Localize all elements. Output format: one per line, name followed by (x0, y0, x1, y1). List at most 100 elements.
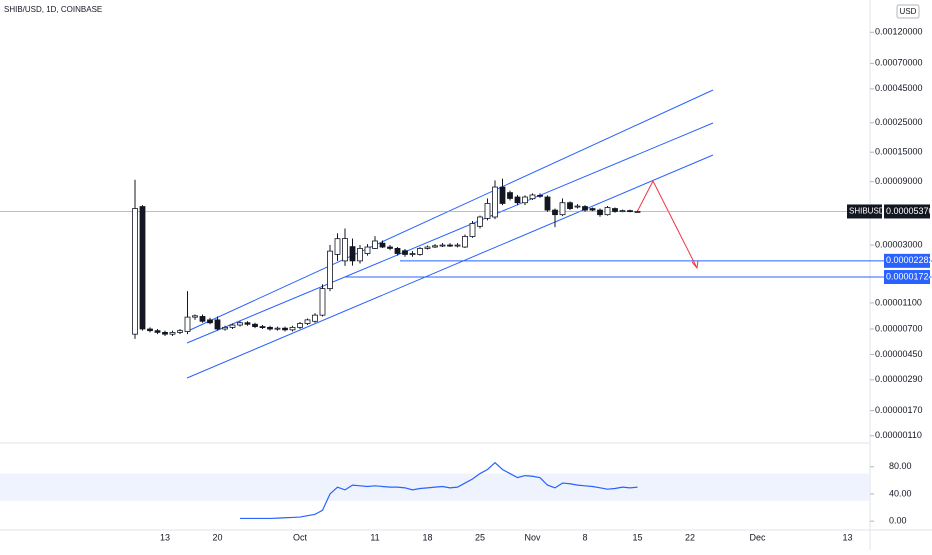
x-tick-label: 13 (842, 532, 852, 542)
x-tick-label: 22 (685, 532, 695, 542)
candle-body (334, 238, 341, 255)
candle-body (147, 328, 153, 332)
y-tick-label: 0.00045000 (875, 83, 923, 93)
candle-body (634, 211, 641, 213)
candle-body (582, 206, 588, 211)
candle-body (432, 245, 438, 248)
candle-body (342, 238, 348, 262)
candle-body (154, 330, 161, 333)
candle-body (462, 236, 468, 248)
level-box (884, 253, 930, 268)
y-tick-label: 0.00003000 (875, 239, 923, 249)
candle-body (222, 326, 228, 330)
candle-body (327, 250, 333, 290)
candle-body (454, 244, 461, 247)
candle-body (312, 314, 318, 322)
candle-body (567, 202, 573, 209)
candle-body (364, 246, 371, 254)
candle-body (522, 196, 528, 204)
candle-body (184, 316, 191, 332)
arrow-head (691, 260, 699, 270)
candle-body (424, 246, 431, 249)
candle-body (274, 327, 281, 330)
indicator-tick-label: 0.00 (889, 516, 907, 526)
x-tick-label: 8 (582, 532, 587, 542)
candle-body (387, 246, 393, 249)
candle-body (319, 288, 326, 316)
candle-body (589, 208, 596, 211)
candle-body (237, 322, 243, 326)
candle-body (492, 186, 498, 218)
candle-body (409, 253, 416, 255)
candle-body (349, 246, 356, 262)
y-tick-label: 0.00009000 (875, 176, 923, 186)
candle-body (252, 323, 258, 327)
y-tick-label: 0.00000700 (875, 323, 923, 333)
x-tick-label: Oct (293, 532, 308, 542)
y-tick-label: 0.00000170 (875, 405, 923, 415)
channel-upper (189, 89, 714, 331)
candle-body (529, 194, 536, 200)
candle-body (229, 324, 236, 328)
x-tick-label: 11 (370, 532, 379, 542)
y-tick-label: 0.00070000 (875, 58, 923, 68)
candle-body (192, 315, 198, 318)
candle-body (597, 209, 603, 216)
candle-body (417, 248, 423, 255)
channel-lower (186, 154, 714, 379)
candle-body (552, 209, 558, 216)
y-tick-label: 0.00015000 (875, 147, 923, 157)
indicator-line (240, 461, 638, 520)
channel-middle (186, 122, 714, 344)
x-tick-label: 15 (632, 532, 642, 542)
candle-body (282, 327, 288, 331)
candle-body (537, 194, 543, 197)
symbol-box (847, 204, 882, 219)
candle-body (177, 330, 183, 333)
candle-body (484, 203, 491, 219)
candle-body (289, 326, 296, 331)
candle-body (499, 186, 506, 204)
y-tick-label: 0.00025000 (875, 117, 923, 127)
symbol-label: SHIBUSD (849, 207, 885, 216)
candle-body (477, 216, 483, 227)
candle-body (132, 208, 138, 335)
candle-body (199, 316, 206, 322)
candle-body (574, 205, 581, 208)
last-price-box (884, 204, 930, 219)
x-tick-label: 20 (212, 532, 222, 542)
x-tick-label: Dec (749, 532, 766, 542)
x-tick-label: Nov (524, 532, 541, 542)
candle-body (402, 250, 408, 255)
candle-body (612, 208, 618, 212)
projection-arrow (636, 179, 698, 269)
candle-body (379, 242, 386, 248)
candle-body (259, 326, 266, 328)
x-tick-label: 25 (475, 532, 485, 542)
chart-title: SHIB/USD, 1D, COINBASE (4, 5, 102, 14)
candle-body (559, 202, 566, 216)
level-label: 0.00001724 (886, 271, 932, 281)
last-price-label: 0.00005370 (886, 206, 932, 216)
level-box (884, 270, 930, 285)
candle-body (394, 248, 401, 254)
y-tick-label: 0.00000450 (875, 349, 923, 359)
candle-body (544, 196, 551, 211)
x-tick-label: 18 (422, 532, 432, 542)
candle-body (244, 322, 251, 325)
candle-body (139, 206, 146, 330)
level-label: 0.00002282 (886, 255, 932, 265)
candle-body (267, 326, 273, 330)
candle-body (169, 331, 176, 335)
indicator-tick-label: 80.00 (889, 461, 912, 471)
channel (186, 89, 714, 379)
candle-body (439, 244, 446, 247)
candle-body (207, 319, 213, 324)
candle-body (604, 207, 611, 216)
candle-body (162, 331, 168, 335)
candle-body (304, 319, 311, 324)
y-tick-label: 0.00000110 (875, 430, 922, 440)
y-tick-label: 0.00000290 (875, 374, 923, 384)
